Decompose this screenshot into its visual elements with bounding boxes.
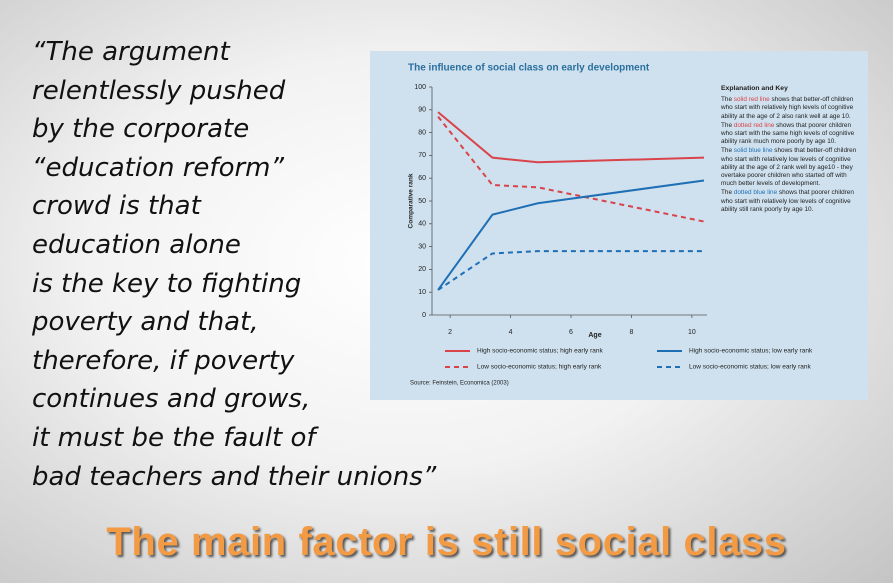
x-tick-label: 8 bbox=[629, 329, 633, 336]
key-text: The bbox=[721, 96, 734, 104]
x-tick-label: 4 bbox=[509, 329, 513, 336]
quote: “The argument relentlessly pushed by the c… bbox=[32, 33, 436, 496]
legend-label: High socio-economic status; high early r… bbox=[477, 348, 603, 355]
key-highlight: solid red line bbox=[733, 96, 770, 104]
source: Source: Feinstein, Economica (2003) bbox=[410, 381, 509, 387]
chart-panel bbox=[370, 51, 868, 400]
key: Explanation and Key The solid red line s… bbox=[721, 85, 861, 215]
key-text: The bbox=[721, 189, 734, 197]
y-tick-label: 30 bbox=[418, 243, 426, 250]
x-tick-label: 6 bbox=[569, 329, 573, 336]
quote-line: poverty and that, bbox=[32, 307, 259, 338]
key-item: The dotted red line shows that poorer ch… bbox=[721, 122, 861, 147]
y-tick-label: 50 bbox=[418, 198, 426, 205]
series-line bbox=[437, 111, 705, 164]
y-tick-label: 10 bbox=[418, 289, 426, 296]
quote-line: “education reform” bbox=[32, 152, 284, 183]
y-axis-label: Comparative rank bbox=[408, 173, 415, 228]
quote-line: it must be the fault of bbox=[32, 422, 316, 453]
key-item: The solid red line shows that better-off… bbox=[721, 96, 861, 121]
quote-line: bad teachers and their unions” bbox=[32, 461, 437, 492]
key-title: Explanation and Key bbox=[721, 85, 788, 92]
key-text: The bbox=[721, 121, 734, 129]
key-text: shows that better-off children who start… bbox=[721, 147, 857, 188]
legend-label: High socio-economic status; low early ra… bbox=[689, 348, 813, 355]
key-text: shows that poorer children who start wit… bbox=[721, 121, 855, 146]
quote-line: is the key to fighting bbox=[32, 268, 302, 299]
key-highlight: dotted blue line bbox=[733, 189, 778, 197]
legend-label: Low socio-economic status; low early ran… bbox=[689, 364, 811, 371]
y-tick-label: 0 bbox=[422, 312, 426, 319]
quote-line: continues and grows, bbox=[32, 384, 311, 415]
key-highlight: dotted red line bbox=[733, 121, 775, 129]
quote-line: “The argument bbox=[32, 37, 230, 67]
key-highlight: solid blue line bbox=[733, 147, 773, 155]
series-line bbox=[437, 250, 704, 291]
x-tick-label: 2 bbox=[448, 329, 452, 336]
y-tick-label: 80 bbox=[418, 129, 426, 136]
key-item: The dotted blue line shows that poorer c… bbox=[721, 189, 861, 214]
quote-line: education alone bbox=[32, 229, 241, 260]
quote-line: by the corporate bbox=[32, 114, 250, 145]
y-tick-label: 40 bbox=[418, 221, 426, 228]
headline: The main factor is still social class bbox=[106, 520, 787, 564]
key-item: The solid blue line shows that better-of… bbox=[721, 147, 861, 188]
y-tick-label: 20 bbox=[418, 266, 426, 273]
quote-line: therefore, if poverty bbox=[32, 345, 295, 376]
x-axis-label: Age bbox=[588, 332, 601, 339]
key-text: shows that better-off children who start… bbox=[721, 96, 854, 120]
y-tick-label: 60 bbox=[418, 175, 426, 182]
series-line bbox=[437, 116, 705, 223]
y-tick-label: 90 bbox=[418, 107, 426, 114]
quote-line: crowd is that bbox=[32, 191, 201, 222]
x-tick-label: 10 bbox=[688, 329, 696, 336]
series-line bbox=[437, 179, 705, 291]
y-tick-label: 100 bbox=[414, 84, 426, 91]
key-text: The bbox=[721, 147, 734, 155]
y-tick-label: 70 bbox=[418, 152, 426, 159]
key-text: shows that poorer children who start wit… bbox=[721, 189, 854, 213]
legend-label: Low socio-economic status; high early ra… bbox=[477, 364, 602, 371]
quote-line: relentlessly pushed bbox=[32, 75, 286, 106]
chart-title: The influence of social class on early d… bbox=[408, 63, 650, 74]
